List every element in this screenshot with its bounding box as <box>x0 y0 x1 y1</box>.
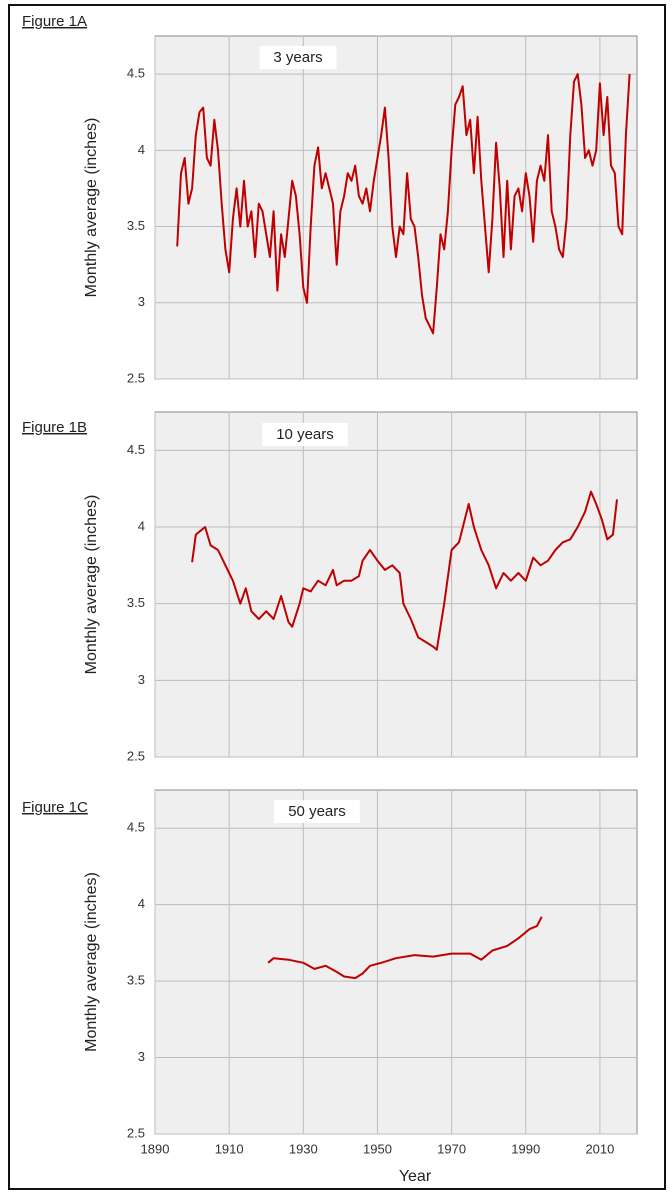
y-axis-label: Monthly average (inches) <box>83 495 100 675</box>
y-tick-label: 3.5 <box>127 595 145 610</box>
annotation-background <box>262 422 348 446</box>
y-tick-label: 4.5 <box>127 66 145 81</box>
annotation-background <box>274 799 360 823</box>
figure-label: Figure 1C <box>22 799 88 816</box>
x-axis-label: Year <box>399 1168 432 1185</box>
x-tick-label: 1950 <box>363 1141 392 1156</box>
x-tick-label: 1990 <box>511 1141 540 1156</box>
data-line <box>191 490 618 651</box>
y-axis-label: Monthly average (inches) <box>83 118 100 298</box>
plot-area <box>154 411 638 758</box>
frame <box>8 4 666 1190</box>
y-tick-label: 3 <box>138 672 145 687</box>
x-tick-label: 1910 <box>215 1141 244 1156</box>
y-tick-label: 3 <box>138 294 145 309</box>
y-tick-label: 3 <box>138 1049 145 1064</box>
y-tick-label: 3.5 <box>127 973 145 988</box>
plot-area <box>154 35 638 380</box>
x-tick-label: 1970 <box>437 1141 466 1156</box>
plot-area <box>154 789 638 1135</box>
y-tick-label: 4 <box>138 896 145 911</box>
y-tick-label: 2.5 <box>127 370 145 385</box>
figure-label: Figure 1B <box>22 419 87 436</box>
y-tick-label: 2.5 <box>127 748 145 763</box>
annotation: 50 years <box>288 803 346 820</box>
y-tick-label: 3.5 <box>127 218 145 233</box>
y-tick-label: 4.5 <box>127 820 145 835</box>
y-tick-label: 4.5 <box>127 442 145 457</box>
y-axis-label: Monthly average (inches) <box>83 872 100 1052</box>
y-tick-label: 2.5 <box>127 1125 145 1140</box>
data-line <box>267 916 543 980</box>
x-tick-label: 2010 <box>585 1141 614 1156</box>
figure-label: Figure 1A <box>22 13 87 30</box>
y-tick-label: 4 <box>138 518 145 533</box>
x-tick-label: 1930 <box>289 1141 318 1156</box>
x-tick-label: 1890 <box>141 1141 170 1156</box>
annotation: 3 years <box>273 49 322 66</box>
annotation-background <box>259 45 337 69</box>
y-tick-label: 4 <box>138 142 145 157</box>
annotation: 10 years <box>276 426 334 443</box>
data-line <box>176 73 631 335</box>
